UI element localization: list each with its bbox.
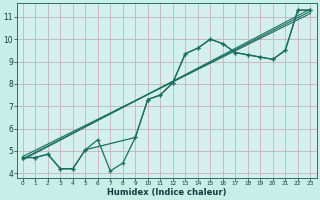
X-axis label: Humidex (Indice chaleur): Humidex (Indice chaleur) (107, 188, 226, 197)
